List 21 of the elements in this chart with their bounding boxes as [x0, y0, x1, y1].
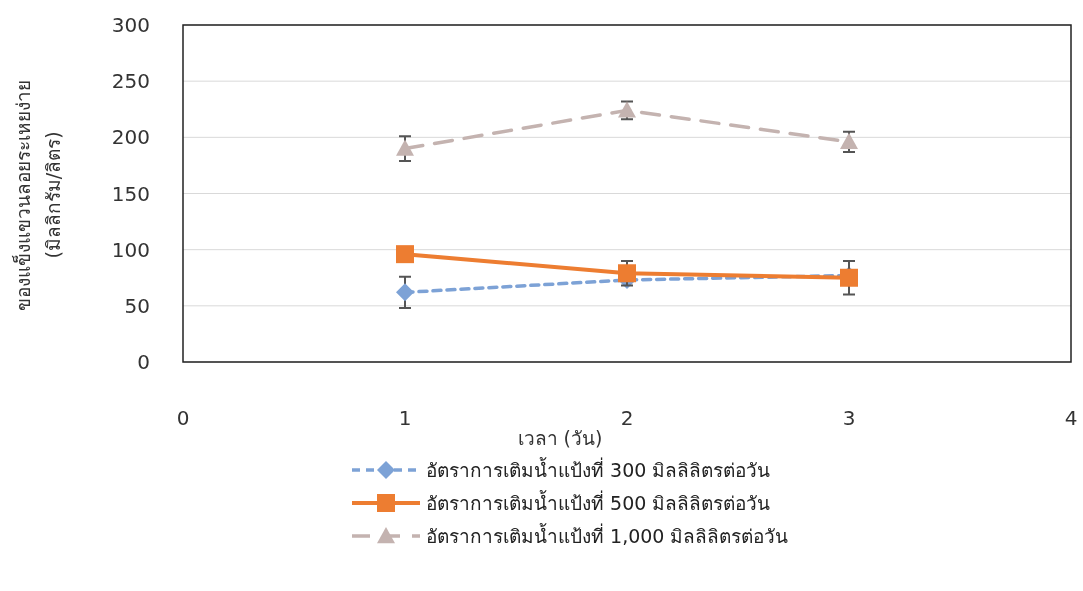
- y-tick-label: 100: [111, 237, 150, 262]
- x-tick-label: 1: [398, 406, 412, 430]
- point: [618, 264, 636, 283]
- y-tick-label: 200: [111, 125, 150, 150]
- x-axis-title: เวลา (วัน): [517, 427, 603, 449]
- legend-label: อัตราการเติมน้ำแป้งที่ 500 มิลลิลิตรต่อวัน: [426, 490, 771, 514]
- legend-label: อัตราการเติมน้ำแป้งที่ 300 มิลลิลิตรต่อวัน: [426, 457, 771, 481]
- y-tick-label: 0: [137, 350, 150, 374]
- y-tick-label: 300: [111, 13, 150, 37]
- x-tick-label: 4: [1064, 406, 1078, 430]
- y-tick-label: 150: [111, 181, 150, 206]
- point: [396, 283, 414, 302]
- y-tick-label: 250: [111, 69, 150, 94]
- y-tick-label: 50: [124, 293, 150, 318]
- x-tick-label: 2: [620, 406, 634, 430]
- x-tick-label: 0: [176, 406, 190, 430]
- legend-label: อัตราการเติมน้ำแป้งที่ 1,000 มิลลิลิตรต่อวัน: [426, 523, 789, 547]
- y-axis-title: ของแข็งแขวนลอยระเหยง่าย (มิลลิกรัม/ลิตร): [11, 79, 64, 311]
- point: [396, 139, 414, 156]
- point: [396, 245, 414, 264]
- x-tick-label: 3: [842, 406, 856, 430]
